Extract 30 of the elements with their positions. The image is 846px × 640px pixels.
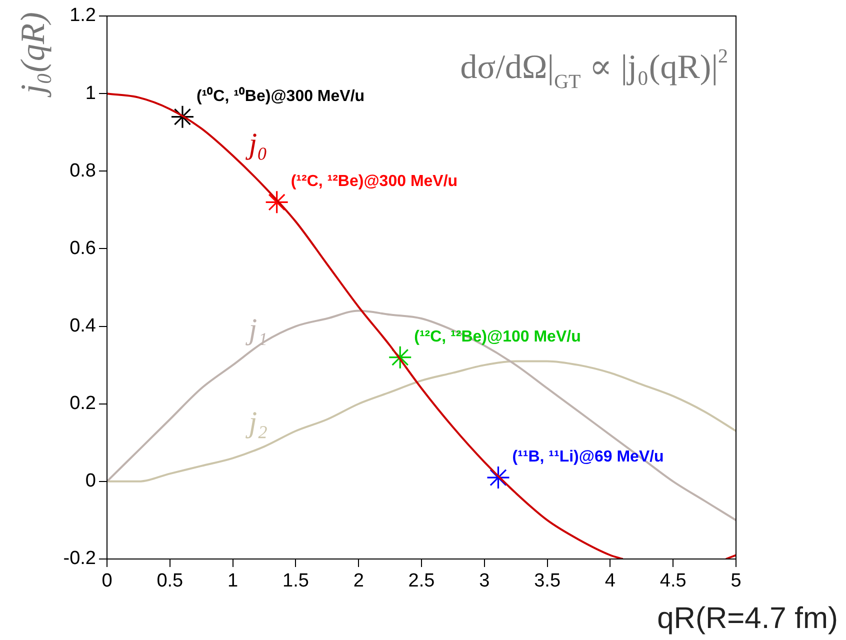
series-label: (¹⁰C, ¹⁰Be)@300 MeV/u [196, 86, 365, 105]
series-label: j₀ [244, 128, 268, 161]
y-tick-label: 0.2 [70, 393, 96, 414]
y-tick-label: 0 [85, 470, 96, 492]
x-tick-label: 4 [604, 570, 616, 592]
x-tick-label: 0.5 [156, 570, 184, 592]
series-label: j₁ [244, 313, 268, 346]
series-label: (¹¹B, ¹¹Li)@69 MeV/u [512, 448, 664, 466]
y-tick-label: -0.2 [63, 548, 96, 570]
y-tick-label: 1 [85, 82, 96, 104]
series-label: (¹²C, ¹²Be)@100 MeV/u [414, 328, 581, 346]
x-tick-label: 3.5 [534, 570, 561, 592]
line-series [107, 360, 736, 482]
x-tick-label: 1 [228, 570, 238, 592]
line-series [107, 310, 736, 522]
x-tick-label: 2.5 [408, 570, 435, 592]
x-tick-label: 5 [730, 570, 742, 592]
series-label: j₂ [244, 406, 268, 440]
x-tick-label: 2 [353, 570, 364, 592]
series-label: (¹²C, ¹²Be)@300 MeV/u [290, 173, 458, 190]
x-tick-label: 4.5 [660, 570, 686, 592]
x-tick-label: 1.5 [282, 570, 309, 592]
x-axis-title: qR(R=4.7 fm) [657, 602, 838, 635]
x-tick-label: 3 [479, 570, 490, 592]
y-tick-label: 0.8 [70, 160, 96, 182]
y-tick-label: 0.4 [70, 316, 96, 337]
y-axis-title: j₀(qR) [15, 12, 52, 98]
y-tick-label: 0.6 [70, 238, 96, 259]
x-tick-label: 0 [102, 570, 112, 592]
y-tick-label: 1.2 [70, 5, 96, 26]
